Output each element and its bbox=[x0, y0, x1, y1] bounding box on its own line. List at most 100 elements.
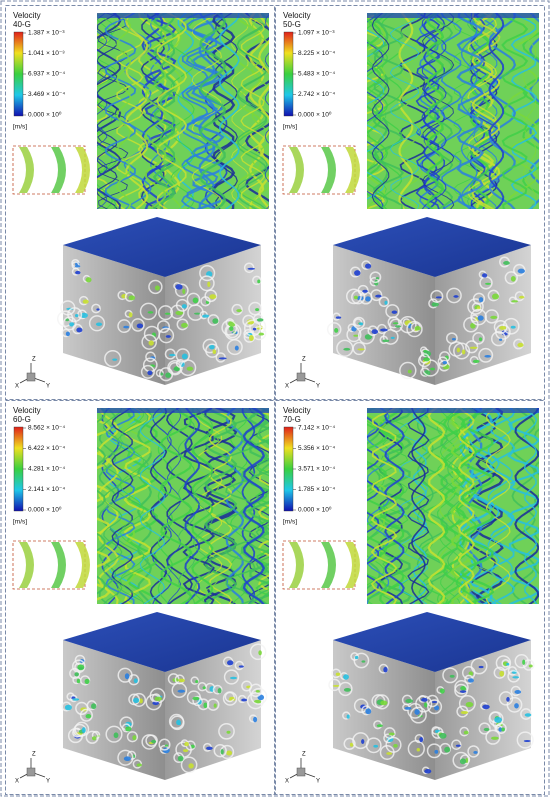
cube-flow bbox=[74, 265, 81, 268]
cube-ring bbox=[174, 283, 189, 298]
cube-flow bbox=[439, 732, 447, 739]
color-bar-label: 3.469 × 10⁻⁴ bbox=[28, 91, 65, 98]
cube-ring bbox=[495, 655, 512, 671]
legend-unit: [m/s] bbox=[283, 519, 297, 526]
cube-ring bbox=[514, 654, 529, 669]
legend-title: Velocity bbox=[13, 11, 41, 20]
cube-ring bbox=[452, 751, 470, 769]
cube-ring bbox=[226, 339, 243, 356]
cube-flow bbox=[455, 744, 461, 747]
cube-ring bbox=[387, 316, 400, 329]
streamline bbox=[218, 13, 240, 209]
streamline bbox=[522, 13, 539, 195]
color-bar-label: 0.000 × 10⁰ bbox=[28, 506, 62, 514]
cube-flow bbox=[503, 261, 510, 265]
legend-label: 70-G bbox=[283, 415, 301, 424]
cube-flow bbox=[460, 710, 469, 715]
cube-flow bbox=[482, 704, 490, 710]
cube-flow bbox=[238, 665, 244, 668]
cube-top-face bbox=[63, 217, 261, 277]
streamline bbox=[141, 13, 164, 209]
cube-flow bbox=[506, 662, 510, 666]
cube-flow bbox=[69, 322, 75, 327]
color-bar bbox=[283, 31, 294, 117]
cube-flow bbox=[128, 295, 136, 301]
cube-flow bbox=[349, 742, 354, 747]
cube-flow bbox=[207, 281, 211, 288]
inset-shape bbox=[289, 147, 304, 193]
cube-flow bbox=[132, 735, 137, 741]
cube bbox=[326, 217, 531, 385]
streamline bbox=[407, 408, 430, 604]
cube-ring bbox=[243, 262, 255, 274]
streamline bbox=[485, 408, 511, 604]
streamline bbox=[257, 408, 269, 592]
cube-ring bbox=[164, 348, 176, 360]
streamline bbox=[166, 408, 182, 604]
streamline bbox=[193, 408, 213, 604]
cube-ring bbox=[472, 292, 486, 305]
cube-flow bbox=[234, 345, 239, 351]
cube-ring bbox=[389, 318, 403, 333]
cube-flow bbox=[247, 267, 256, 270]
axis-label: Y bbox=[316, 779, 320, 785]
top-band bbox=[97, 13, 269, 18]
cube-ring bbox=[252, 275, 262, 286]
cube-flow bbox=[177, 689, 186, 693]
cube-flow bbox=[128, 312, 133, 318]
cube-ring bbox=[407, 703, 423, 719]
cube-flow bbox=[444, 355, 449, 360]
streamline bbox=[467, 408, 497, 604]
cube-flow bbox=[506, 697, 510, 702]
cube-flow bbox=[81, 727, 86, 734]
cube-ring bbox=[352, 732, 370, 750]
streamlines bbox=[367, 13, 539, 209]
cube-flow bbox=[253, 699, 262, 704]
axis-label: X bbox=[15, 779, 19, 785]
cube-flow bbox=[148, 340, 154, 346]
cube-flow bbox=[212, 349, 217, 354]
cube-flow bbox=[252, 327, 257, 331]
cube-ring bbox=[331, 668, 341, 679]
axis-cube bbox=[26, 767, 36, 777]
cube-flow bbox=[518, 295, 525, 299]
streamline bbox=[247, 408, 269, 604]
cube-flow bbox=[424, 769, 432, 774]
cube-flow bbox=[152, 701, 159, 706]
cube-ring bbox=[79, 708, 93, 722]
cube-flow bbox=[405, 698, 414, 704]
cube-flow bbox=[217, 687, 222, 694]
cube-flow bbox=[430, 367, 435, 371]
cube-flow bbox=[361, 660, 366, 663]
color-bar-label: 4.281 × 10⁻⁴ bbox=[28, 466, 65, 473]
top-band bbox=[97, 408, 269, 413]
streamline bbox=[382, 408, 409, 604]
streamline bbox=[184, 408, 201, 604]
axis-label: Z bbox=[32, 752, 36, 758]
cube-flow bbox=[175, 284, 183, 290]
cube-ring bbox=[126, 750, 137, 760]
legend-title: Velocity bbox=[283, 406, 311, 415]
streamline bbox=[421, 13, 447, 209]
inset-shape bbox=[321, 542, 336, 588]
cube-ring bbox=[117, 749, 134, 766]
panel-border bbox=[275, 5, 545, 400]
streamline bbox=[467, 408, 483, 604]
streamline bbox=[439, 408, 461, 604]
cube-flow bbox=[423, 350, 431, 357]
cube-flow bbox=[256, 318, 264, 322]
cube-ring bbox=[207, 314, 220, 326]
cube-flow bbox=[490, 315, 498, 320]
axis-triad: Z X Y bbox=[15, 357, 50, 390]
cube-flow bbox=[220, 749, 224, 755]
cube-ring bbox=[442, 667, 459, 684]
cube-flow bbox=[194, 312, 201, 315]
cube-ring bbox=[491, 331, 507, 347]
cube-ring bbox=[467, 298, 484, 315]
cube-flow bbox=[335, 316, 342, 319]
cube-ring bbox=[426, 743, 442, 759]
cube-ring bbox=[484, 309, 499, 324]
cube-flow bbox=[434, 749, 439, 754]
cube-flow bbox=[431, 302, 439, 307]
